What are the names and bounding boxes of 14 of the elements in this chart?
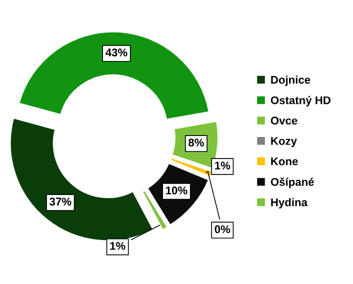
data-label: 43% <box>106 48 128 56</box>
text: 0% <box>214 225 230 234</box>
data-label: 1% <box>110 242 126 250</box>
legend-label: Ostatný HD <box>270 96 330 106</box>
data-label: 8% <box>188 138 204 147</box>
data-label: 37% <box>50 198 72 206</box>
data-label: 10% <box>166 186 188 194</box>
legend-label: Hydina <box>271 198 308 208</box>
legend-label: Ošípané <box>270 177 314 188</box>
legend-label: Dojnice <box>271 76 310 86</box>
legend-label: Kozy <box>271 137 297 148</box>
data-label: 1% <box>215 162 230 170</box>
legend-label: Kone <box>271 158 298 166</box>
legend-label: Ovce <box>270 116 298 125</box>
